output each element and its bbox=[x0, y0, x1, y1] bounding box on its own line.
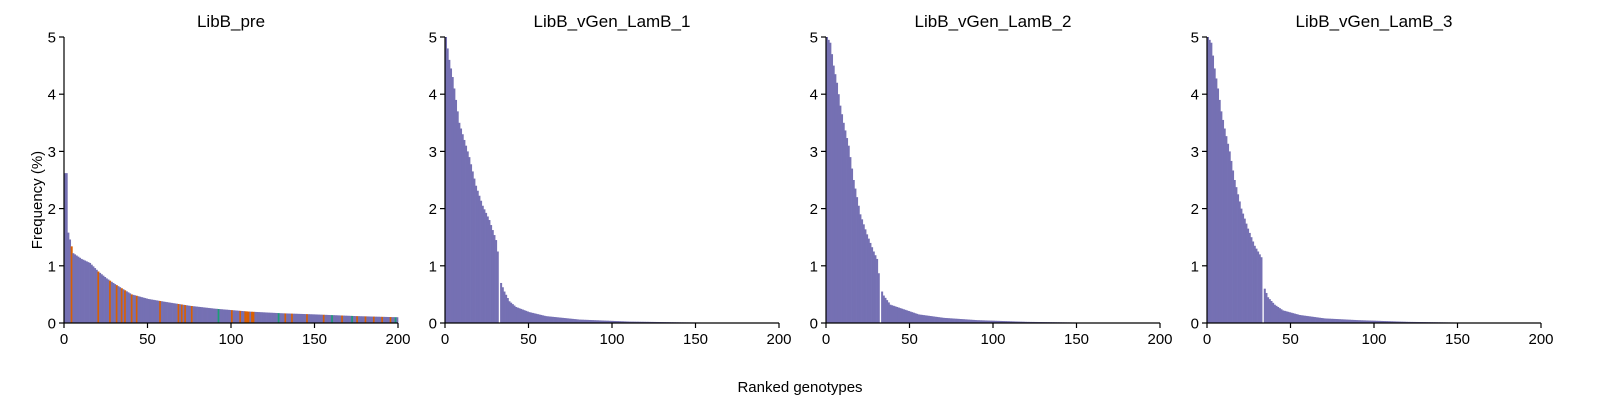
x-tick-label: 200 bbox=[385, 331, 410, 348]
x-tick-label: 150 bbox=[1445, 331, 1470, 348]
y-tick-label: 1 bbox=[429, 258, 437, 275]
x-tick-label: 50 bbox=[901, 331, 918, 348]
x-tick-label: 200 bbox=[766, 331, 791, 348]
y-tick-label: 2 bbox=[48, 201, 56, 218]
bar bbox=[878, 273, 880, 323]
y-tick-label: 2 bbox=[1191, 201, 1199, 218]
x-axis-label: Ranked genotypes bbox=[737, 379, 862, 396]
y-tick-label: 4 bbox=[810, 87, 818, 104]
x-tick-label: 0 bbox=[1203, 331, 1211, 348]
bar bbox=[1260, 257, 1262, 323]
y-tick-label: 0 bbox=[48, 316, 56, 333]
y-tick-label: 1 bbox=[48, 258, 56, 275]
y-tick-label: 0 bbox=[810, 316, 818, 333]
y-tick-label: 0 bbox=[1191, 316, 1199, 333]
x-tick-label: 50 bbox=[1282, 331, 1299, 348]
y-tick-label: 2 bbox=[429, 201, 437, 218]
bars bbox=[445, 37, 708, 323]
x-tick-label: 50 bbox=[139, 331, 156, 348]
panel-title: LibB_vGen_LamB_1 bbox=[534, 12, 691, 31]
panel-title: LibB_vGen_LamB_2 bbox=[915, 12, 1072, 31]
x-tick-label: 100 bbox=[980, 331, 1005, 348]
y-tick-label: 4 bbox=[1191, 87, 1199, 104]
y-axis-label: Frequency (%) bbox=[29, 151, 46, 249]
y-tick-label: 0 bbox=[429, 316, 437, 333]
x-tick-label: 100 bbox=[1361, 331, 1386, 348]
y-tick-label: 3 bbox=[1191, 144, 1199, 161]
x-tick-label: 50 bbox=[520, 331, 537, 348]
y-tick-label: 4 bbox=[429, 87, 437, 104]
x-tick-label: 150 bbox=[302, 331, 327, 348]
y-tick-label: 5 bbox=[48, 30, 56, 47]
y-tick-label: 1 bbox=[810, 258, 818, 275]
x-tick-label: 100 bbox=[599, 331, 624, 348]
y-tick-label: 2 bbox=[810, 201, 818, 218]
panel-title: LibB_pre bbox=[197, 12, 265, 31]
x-tick-label: 150 bbox=[683, 331, 708, 348]
y-tick-label: 3 bbox=[810, 144, 818, 161]
x-tick-label: 0 bbox=[822, 331, 830, 348]
bars bbox=[1207, 37, 1460, 323]
bars bbox=[826, 37, 1082, 323]
bars bbox=[64, 173, 398, 323]
x-tick-label: 200 bbox=[1147, 331, 1172, 348]
y-tick-label: 5 bbox=[429, 30, 437, 47]
bar bbox=[497, 252, 499, 324]
y-tick-label: 5 bbox=[1191, 30, 1199, 47]
x-tick-label: 200 bbox=[1528, 331, 1553, 348]
y-tick-label: 3 bbox=[48, 144, 56, 161]
x-tick-label: 0 bbox=[441, 331, 449, 348]
bar bbox=[396, 317, 398, 323]
x-tick-label: 0 bbox=[60, 331, 68, 348]
panel-title: LibB_vGen_LamB_3 bbox=[1296, 12, 1453, 31]
x-tick-label: 100 bbox=[218, 331, 243, 348]
y-tick-label: 5 bbox=[810, 30, 818, 47]
y-tick-label: 1 bbox=[1191, 258, 1199, 275]
y-tick-label: 4 bbox=[48, 87, 56, 104]
y-tick-label: 3 bbox=[429, 144, 437, 161]
x-tick-label: 150 bbox=[1064, 331, 1089, 348]
